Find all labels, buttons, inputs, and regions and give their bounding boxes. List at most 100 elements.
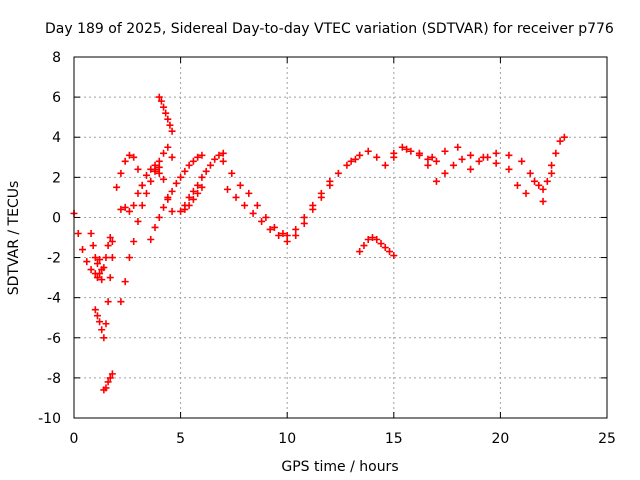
y-tick-label: 8	[52, 50, 61, 66]
data-point	[113, 183, 121, 191]
data-point	[292, 231, 300, 239]
data-point	[428, 153, 436, 161]
data-point	[185, 161, 193, 169]
data-point	[189, 187, 197, 195]
data-point	[138, 181, 146, 189]
data-point	[198, 151, 206, 159]
x-tick-label: 0	[70, 431, 79, 447]
data-point	[356, 248, 364, 256]
x-tick-label: 25	[598, 431, 616, 447]
data-point	[168, 153, 176, 161]
data-point	[134, 217, 142, 225]
data-point	[117, 205, 125, 213]
data-point	[160, 103, 168, 111]
data-point	[219, 149, 227, 157]
data-point	[125, 151, 133, 159]
data-point	[164, 143, 172, 151]
data-point	[155, 93, 163, 101]
data-point	[505, 151, 513, 159]
data-point	[181, 167, 189, 175]
data-point	[262, 213, 270, 221]
data-point	[258, 217, 266, 225]
data-point	[89, 242, 97, 250]
y-tick-label: 4	[52, 130, 61, 146]
series-track-13	[219, 155, 359, 239]
data-point	[347, 157, 355, 165]
data-point	[130, 201, 138, 209]
data-point	[87, 229, 95, 237]
data-point	[194, 181, 202, 189]
data-point	[283, 238, 291, 246]
data-point	[121, 203, 129, 211]
series-track-1	[70, 209, 106, 284]
data-point	[390, 252, 398, 260]
data-point	[424, 161, 432, 169]
data-point	[121, 157, 129, 165]
data-point	[266, 225, 274, 233]
series-track-7	[117, 161, 176, 215]
series-track-3	[91, 254, 116, 342]
grid-lines	[74, 57, 607, 418]
data-point	[206, 161, 214, 169]
y-tick-label: 6	[52, 90, 61, 106]
data-point	[104, 242, 112, 250]
data-point	[164, 115, 172, 123]
data-point	[160, 203, 168, 211]
data-point	[300, 219, 308, 227]
data-point	[106, 274, 114, 282]
data-point	[467, 165, 475, 173]
data-point	[381, 244, 389, 252]
data-point	[177, 207, 185, 215]
data-point	[548, 169, 556, 177]
data-point	[390, 153, 398, 161]
data-point	[100, 264, 108, 272]
data-point	[181, 205, 189, 213]
data-point	[535, 181, 543, 189]
data-point	[91, 306, 99, 314]
y-axis-label: SDTVAR / TECUs	[6, 181, 22, 296]
data-point	[364, 147, 372, 155]
data-point	[134, 189, 142, 197]
data-point	[185, 193, 193, 201]
data-point	[177, 173, 185, 181]
data-point	[326, 181, 334, 189]
data-point	[556, 137, 564, 145]
series-track-16	[347, 143, 440, 169]
data-point	[160, 149, 168, 157]
data-point	[241, 201, 249, 209]
data-point	[300, 213, 308, 221]
data-point	[334, 169, 342, 177]
data-point	[526, 169, 534, 177]
data-point	[93, 312, 101, 320]
data-point	[560, 133, 568, 141]
data-point	[441, 169, 449, 177]
y-tick-label: -4	[47, 291, 61, 307]
data-point	[518, 157, 526, 165]
data-point	[108, 370, 116, 378]
data-point	[96, 270, 104, 278]
data-point	[96, 256, 104, 264]
data-point	[125, 254, 133, 262]
data-point	[492, 159, 500, 167]
data-point	[386, 248, 394, 256]
data-point	[531, 177, 539, 185]
data-point	[117, 298, 125, 306]
data-point	[458, 155, 466, 163]
data-point	[93, 260, 101, 268]
data-point	[100, 334, 108, 342]
series-track-12	[181, 183, 206, 213]
data-point	[157, 97, 165, 105]
data-point	[236, 181, 244, 189]
data-point	[104, 378, 112, 386]
data-point	[198, 173, 206, 181]
data-point	[484, 153, 492, 161]
data-point	[275, 231, 283, 239]
data-point	[130, 238, 138, 246]
data-point	[147, 177, 155, 185]
data-point	[172, 179, 180, 187]
series-track-5	[117, 167, 163, 306]
data-point	[108, 254, 116, 262]
series-track-4	[100, 370, 116, 394]
data-point	[475, 157, 483, 165]
